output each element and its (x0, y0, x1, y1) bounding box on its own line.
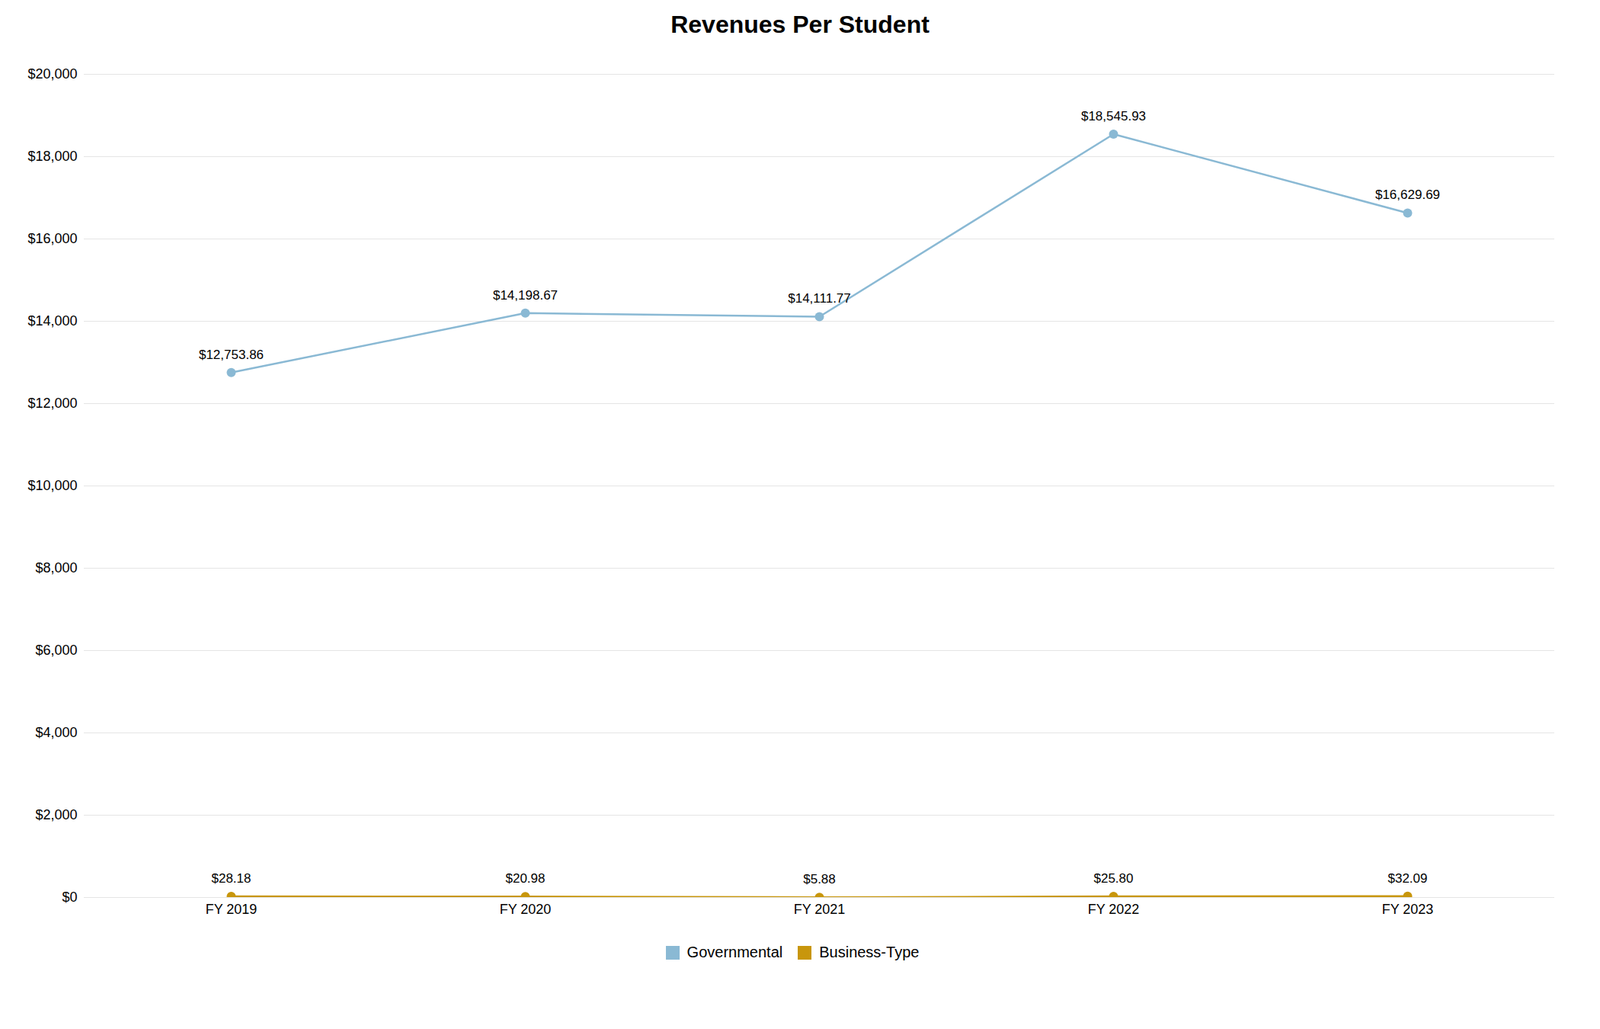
svg-text:$8,000: $8,000 (35, 560, 77, 576)
svg-text:$12,753.86: $12,753.86 (198, 347, 264, 362)
svg-text:$14,111.77: $14,111.77 (787, 291, 852, 306)
svg-text:$6,000: $6,000 (35, 642, 77, 658)
svg-text:FY 2021: FY 2021 (793, 901, 846, 917)
svg-text:$18,000: $18,000 (27, 148, 77, 164)
svg-text:$0: $0 (61, 889, 77, 905)
svg-text:FY 2023: FY 2023 (1382, 901, 1434, 917)
svg-text:$14,198.67: $14,198.67 (492, 288, 558, 303)
svg-text:$4,000: $4,000 (35, 724, 77, 740)
svg-text:$16,629.69: $16,629.69 (1375, 187, 1440, 202)
html-text:Revenues Per Student: Revenues Per Student (670, 10, 930, 39)
html-text:Governmental: Governmental (686, 943, 783, 960)
svg-text:$20,000: $20,000 (27, 66, 77, 82)
svg-text:$28.18: $28.18 (211, 870, 252, 886)
svg-text:$14,000: $14,000 (27, 313, 77, 329)
svg-text:$12,000: $12,000 (27, 395, 77, 411)
svg-text:$5.88: $5.88 (803, 871, 836, 887)
svg-text:$20.98: $20.98 (505, 870, 546, 886)
svg-text:$32.09: $32.09 (1388, 870, 1428, 886)
svg-text:$10,000: $10,000 (27, 477, 77, 493)
svg-text:$16,000: $16,000 (27, 230, 77, 247)
svg-text:$25.80: $25.80 (1094, 870, 1134, 886)
html-text:Business-Type: Business-Type (819, 943, 920, 960)
svg-text:FY 2019: FY 2019 (205, 901, 258, 917)
svg-text:FY 2020: FY 2020 (499, 901, 552, 917)
svg-text:$2,000: $2,000 (35, 806, 77, 823)
svg-text:$18,545.93: $18,545.93 (1081, 108, 1146, 124)
svg-text:FY 2022: FY 2022 (1088, 901, 1140, 917)
